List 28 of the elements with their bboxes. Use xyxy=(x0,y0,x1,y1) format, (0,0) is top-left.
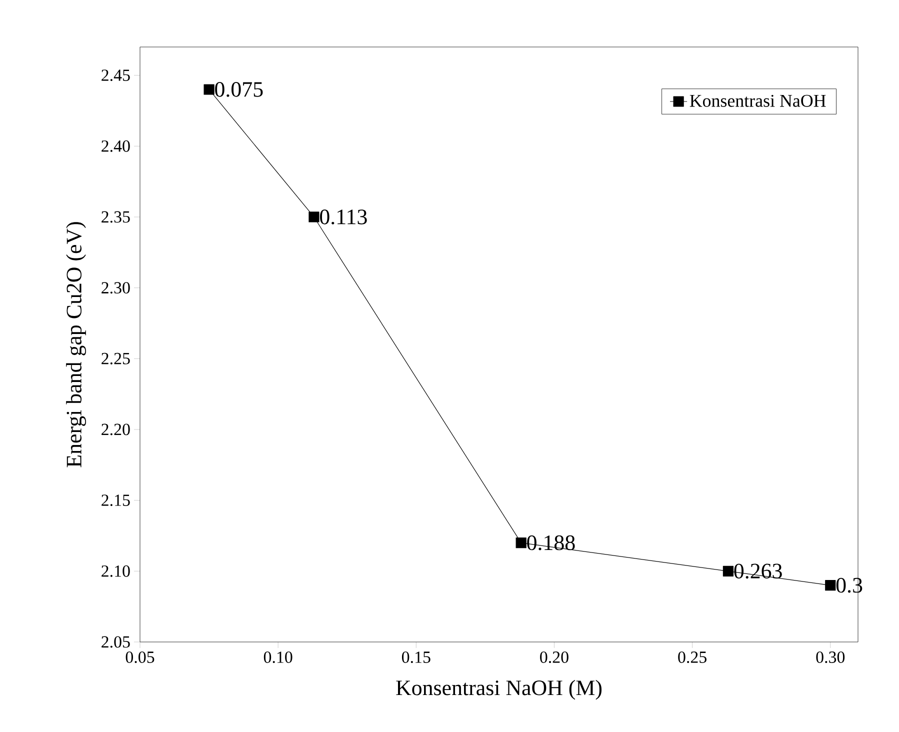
y-tick-label: 2.25 xyxy=(102,352,130,364)
annotation: 0.075 xyxy=(215,82,263,97)
y-tick-label: 2.05 xyxy=(102,636,130,648)
x-tick-label: 0.30 xyxy=(816,652,845,663)
annotation: 0.263 xyxy=(734,564,782,579)
legend-label: Konsentrasi NaOH xyxy=(690,94,826,107)
y-tick-label: 2.30 xyxy=(102,282,130,294)
x-axis-title: Konsentrasi NaOH (M) xyxy=(396,680,602,700)
y-tick-label: 2.15 xyxy=(102,494,130,506)
y-tick-label: 2.35 xyxy=(102,211,130,223)
x-tick-label: 0.10 xyxy=(264,652,292,663)
y-tick-label: 2.10 xyxy=(102,565,130,577)
point xyxy=(722,566,734,576)
point xyxy=(308,212,320,222)
x-tick-label: 0.05 xyxy=(126,652,154,663)
x-tick-label: 0.15 xyxy=(402,652,430,663)
y-tick-label: 2.20 xyxy=(102,424,130,436)
annotation: 0.113 xyxy=(320,210,367,224)
annotation: 0.3 xyxy=(836,578,862,593)
point xyxy=(825,580,836,591)
y-tick-label: 2.40 xyxy=(102,140,130,152)
y-axis-title: Energi band gap Cu2O (eV) xyxy=(66,222,86,468)
point xyxy=(516,538,526,548)
point xyxy=(204,84,214,95)
y-tick-label: 2.45 xyxy=(102,70,130,82)
annotation: 0.188 xyxy=(527,535,575,550)
x-tick-label: 0.20 xyxy=(540,652,568,663)
x-tick-label: 0.25 xyxy=(678,652,706,663)
